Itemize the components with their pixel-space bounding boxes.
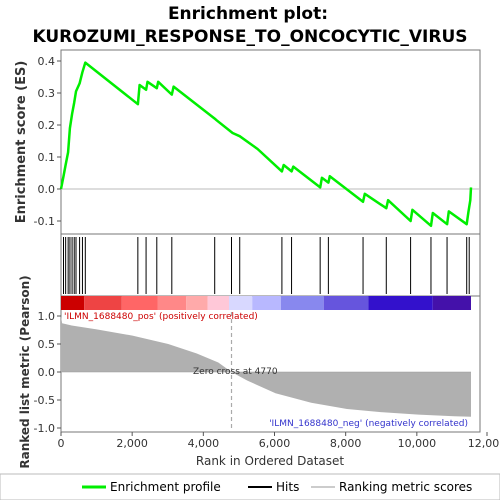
x-tick-label: 2,000: [116, 437, 148, 450]
es-y-tick-label: 0.4: [38, 55, 56, 68]
color-bar-segment: [252, 296, 281, 310]
color-bar-segment: [186, 296, 208, 310]
es-panel-frame: [60, 49, 481, 235]
legend: Enrichment profile Hits Ranking metric s…: [0, 473, 500, 500]
color-bar-segment: [280, 296, 324, 310]
x-tick-label: 4,000: [188, 437, 220, 450]
color-bar-segment: [61, 296, 85, 310]
color-bar-segment: [157, 296, 187, 310]
x-tick-label: 12,000: [468, 437, 500, 450]
metric-y-tick-label: -0.5: [34, 394, 55, 407]
metric-y-tick-label: 0.0: [38, 366, 56, 379]
color-bar-segment: [121, 296, 158, 310]
title-line-2: KUROZUMI_RESPONSE_TO_ONCOCYTIC_VIRUS: [33, 27, 468, 47]
es-y-tick-label: 0.0: [38, 183, 56, 196]
x-tick-label: 6,000: [259, 437, 291, 450]
title-line-1: Enrichment plot:: [168, 4, 328, 24]
zero-cross-label: Zero cross at 4770: [193, 367, 278, 377]
pos-correlated-label: 'ILMN_1688480_pos' (positively correlate…: [64, 312, 258, 322]
hits-layer: [63, 237, 470, 294]
es-y-tick-label: -0.1: [34, 215, 55, 228]
color-bar-segment: [229, 296, 253, 310]
legend-label-enrichment: Enrichment profile: [110, 480, 221, 494]
es-y-ticks: 0.4 0.3 0.2 0.1 0.0 -0.1: [34, 55, 61, 228]
x-tick-label: 10,000: [398, 437, 437, 450]
legend-label-hits: Hits: [276, 480, 299, 494]
metric-area-layer: [61, 312, 471, 431]
es-y-tick-label: 0.2: [38, 119, 56, 132]
ranking-metric-area: [61, 316, 471, 417]
enrichment-profile-line: [59, 61, 473, 228]
x-tick-label: 0: [58, 437, 65, 450]
color-bar-segment: [323, 296, 369, 310]
color-bar-segment: [368, 296, 433, 310]
enrichment-profile-layer: [59, 61, 473, 228]
metric-y-tick-label: 0.5: [38, 338, 56, 351]
metric-y-ticks: 1.0 0.5 0.0 -0.5 -1.0: [34, 310, 61, 435]
metric-y-axis-label: Ranked list metric (Pearson): [18, 275, 32, 468]
es-y-tick-label: 0.1: [38, 151, 56, 164]
metric-y-tick-label: 1.0: [38, 310, 56, 323]
x-tick-label: 8,000: [330, 437, 362, 450]
metric-y-tick-label: -1.0: [34, 422, 55, 435]
color-bar-segment: [84, 296, 122, 310]
ranking-color-bar: [61, 296, 471, 310]
x-axis-label: Rank in Ordered Dataset: [196, 454, 344, 468]
es-y-tick-label: 0.3: [38, 87, 56, 100]
legend-label-metric: Ranking metric scores: [339, 480, 472, 494]
color-bar-segment: [432, 296, 471, 310]
x-ticks: 0 2,000 4,000 6,000 8,000 10,000 12,000: [58, 432, 500, 450]
color-bar-segment: [207, 296, 230, 310]
hits-panel-frame: [60, 233, 481, 297]
neg-correlated-label: 'ILMN_1688480_neg' (negatively correlate…: [269, 419, 468, 429]
es-y-axis-label: Enrichment score (ES): [14, 61, 29, 224]
